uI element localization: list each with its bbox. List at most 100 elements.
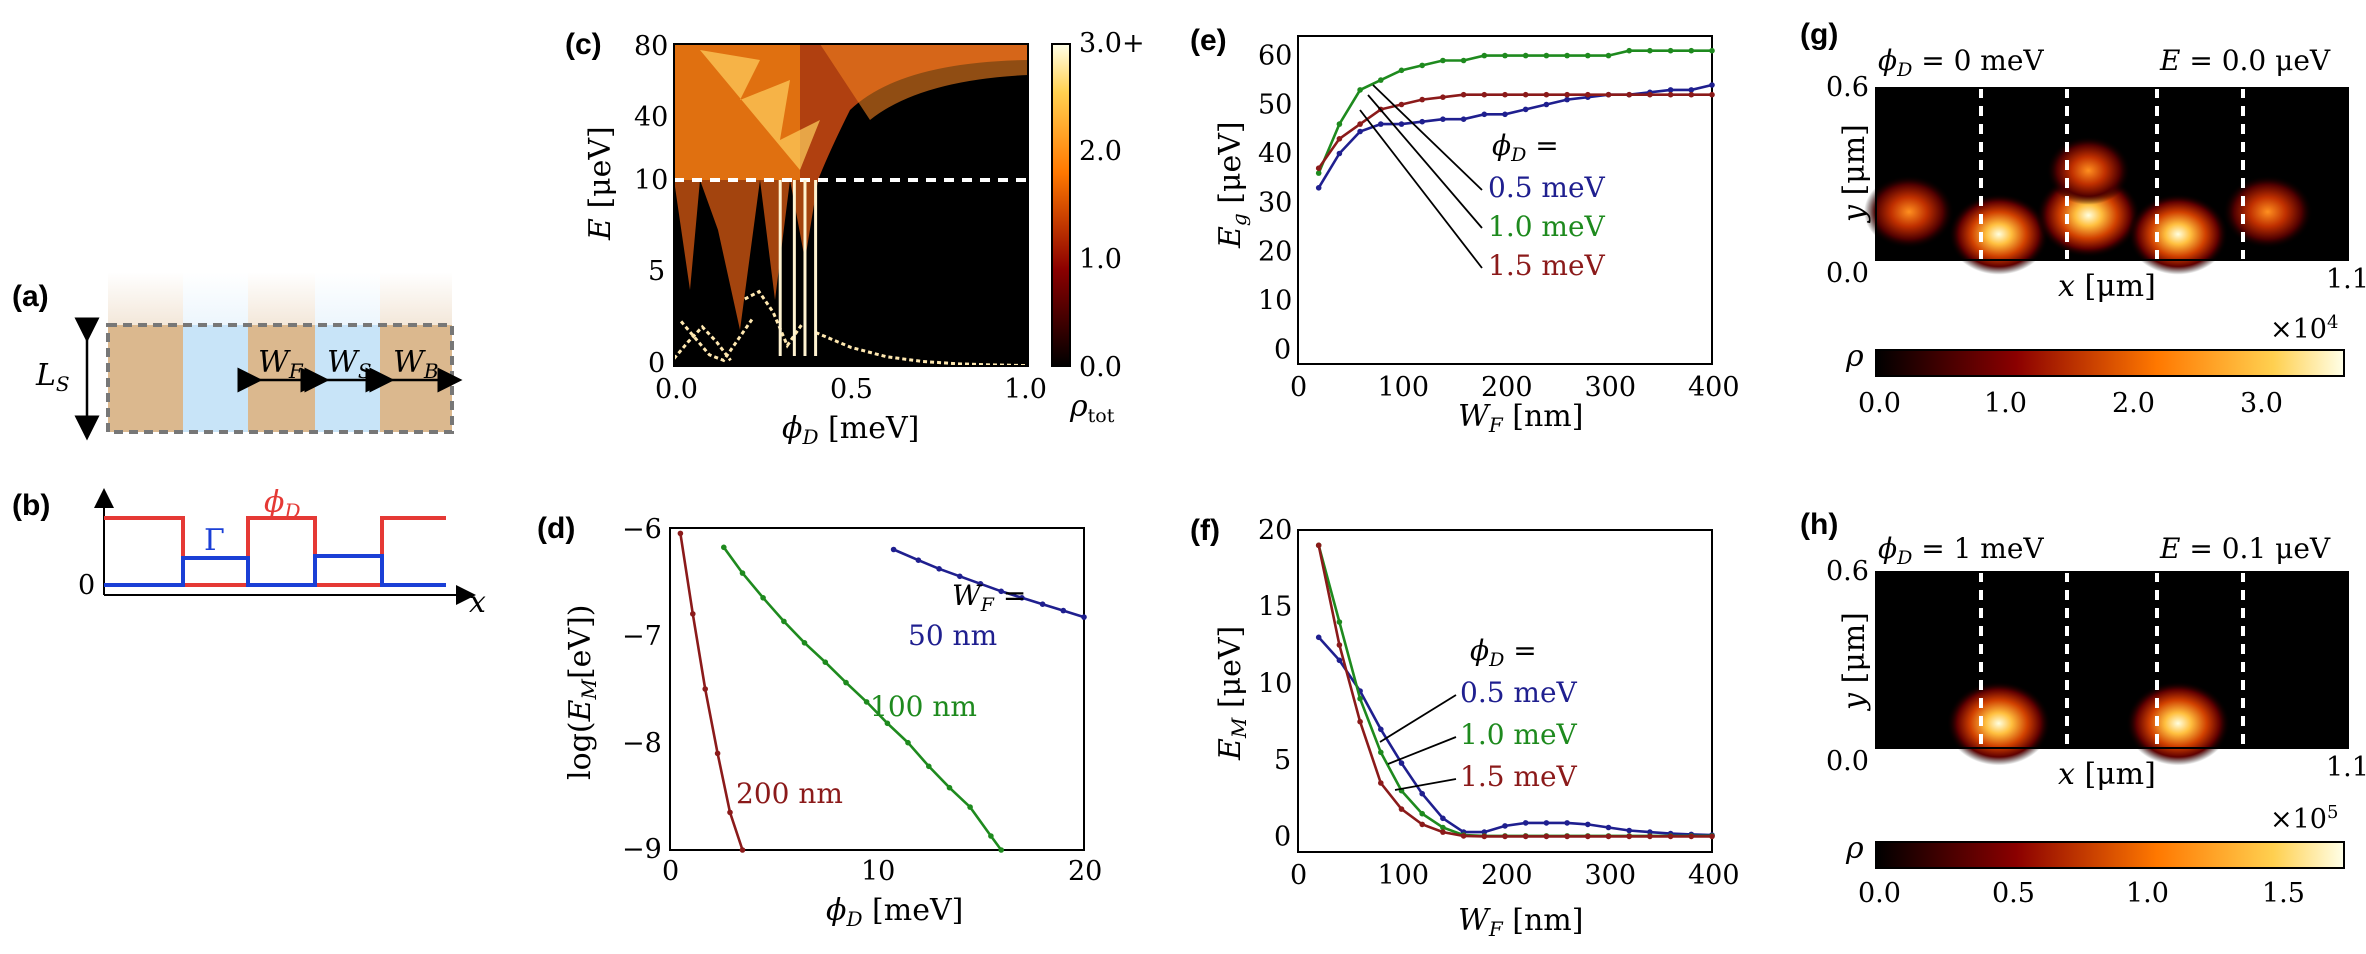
density-blob (2128, 193, 2229, 275)
data-point (1336, 642, 1343, 648)
panel-g-label: (g) (1800, 18, 1838, 51)
panel-e-label: (e) (1190, 24, 1227, 57)
data-point (1667, 833, 1674, 840)
panel-d-label: (d) (537, 512, 575, 545)
data-point (1481, 111, 1488, 118)
data-point (1315, 634, 1322, 641)
data-point (957, 573, 963, 580)
c-continuum-bright (700, 50, 820, 170)
e-pointer-15 (1359, 109, 1483, 269)
data-point (1605, 833, 1612, 840)
panel-b-label: (b) (12, 489, 50, 522)
g-cb-label: ρ (1845, 339, 1864, 374)
data-point (1605, 824, 1612, 831)
data-point (1378, 77, 1384, 83)
density-blob (2222, 175, 2313, 249)
c-ytick-40: 40 (634, 102, 668, 133)
data-point (863, 699, 870, 705)
panel-b: (b) ϕD Γ 0 x (12, 485, 486, 620)
d-ytick-7: −7 (622, 621, 662, 652)
e-ytick: 50 (1258, 90, 1292, 121)
c-state-branch-c (744, 289, 803, 349)
d-xtick-10: 10 (861, 856, 895, 887)
data-point (1019, 595, 1025, 601)
f-legend-title: ϕD = (1470, 634, 1537, 671)
f-xtick: 0 (1290, 860, 1307, 891)
c-xtick-1: 1.0 (1004, 374, 1047, 405)
e-ytick: 30 (1258, 187, 1292, 218)
g-cb-tick-1: 1.0 (1984, 388, 2027, 419)
data-point (1709, 833, 1715, 840)
h-cb-tick-15: 1.5 (2262, 878, 2305, 909)
e-label-15: 1.5 meV (1488, 249, 1606, 282)
g-title-left: ϕD = 0 meV (1878, 44, 2044, 81)
data-point (1440, 94, 1446, 100)
e-xtick: 300 (1585, 372, 1637, 403)
f-ytick: 15 (1258, 592, 1292, 623)
data-point (1398, 760, 1405, 766)
e-xtick: 400 (1688, 372, 1740, 403)
d-legend-title: WF = (952, 579, 1026, 616)
f-ytick: 5 (1274, 745, 1291, 776)
data-point (1060, 607, 1067, 614)
data-point (1688, 87, 1695, 93)
e-xtick: 200 (1481, 372, 1533, 403)
data-point (1336, 121, 1343, 127)
data-point (1502, 823, 1508, 829)
data-point (1585, 52, 1591, 59)
data-point (1460, 116, 1467, 122)
data-point (1647, 91, 1653, 98)
phi-label: ϕD (264, 485, 301, 523)
data-point (1522, 106, 1529, 113)
g-cb-multiplier: ×104 (2270, 312, 2338, 345)
data-point (1081, 614, 1087, 620)
c-ytick-5: 5 (648, 256, 665, 287)
g-title-right: E = 0.0 μeV (2159, 44, 2331, 77)
e-legend-title: ϕD = (1492, 129, 1559, 166)
data-point (1357, 695, 1363, 702)
c-ytick-80: 80 (634, 31, 668, 62)
g-xlabel: x [μm] (2058, 269, 2156, 304)
c-cb-tick-3: 3.0+ (1079, 28, 1145, 59)
data-point (1315, 170, 1322, 176)
ws-label: WS (327, 345, 372, 383)
c-colorbar (1051, 43, 1071, 367)
data-point (1419, 790, 1425, 797)
h-cb-multiplier: ×105 (2270, 802, 2338, 835)
e-xlabel: WF [nm] (1458, 399, 1583, 437)
data-point (1522, 833, 1529, 840)
e-xtick: 0 (1290, 372, 1307, 403)
data-point (1688, 47, 1695, 54)
data-point (1336, 619, 1343, 625)
e-xtick: 100 (1378, 372, 1430, 403)
h-xtick-11: 1.1 (2326, 752, 2366, 783)
g-cb-tick-2: 2.0 (2112, 388, 2155, 419)
data-point (1585, 833, 1591, 840)
panel-e: (e) 0 100 200 300 400 0 10 20 30 40 50 60 WF [nm] E… (1190, 24, 1740, 437)
f-label-10: 1.0 meV (1460, 718, 1578, 751)
data-point (936, 566, 942, 572)
data-point (1481, 833, 1488, 840)
e-frame (1297, 35, 1713, 365)
e-ytick: 20 (1258, 236, 1292, 267)
d-ytick-8: −8 (622, 728, 662, 759)
data-point (739, 847, 746, 853)
e-label-10: 1.0 meV (1488, 210, 1606, 243)
c-state-branch-a (672, 324, 732, 362)
d-xlabel: ϕD [meV] (826, 893, 963, 931)
e-ticks: 0 100 200 300 400 0 10 20 30 40 50 60 (1258, 41, 1740, 403)
data-point (1398, 121, 1405, 127)
data-point (1315, 542, 1322, 549)
data-point (1564, 833, 1570, 840)
panel-a-label: (a) (12, 280, 49, 313)
data-point (1440, 824, 1446, 831)
data-point (1460, 91, 1467, 98)
data-point (781, 618, 787, 625)
f-ticks: 0 100 200 300 400 0 5 10 15 20 (1258, 515, 1740, 891)
data-point (822, 659, 829, 665)
data-point (1667, 87, 1674, 93)
data-point (1626, 827, 1632, 834)
f-xtick: 300 (1585, 860, 1637, 891)
c-ylabel: E [μeV] (583, 126, 618, 241)
data-point (1502, 91, 1508, 98)
